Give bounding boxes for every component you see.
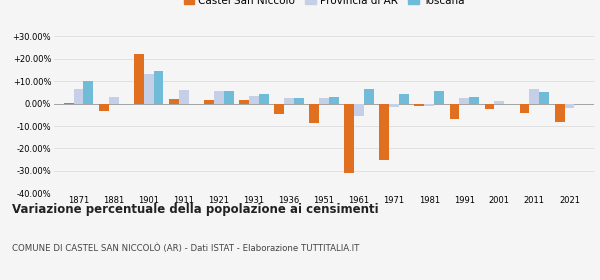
Bar	[415, 104, 424, 106]
Bar	[134, 54, 144, 104]
Bar	[449, 104, 460, 119]
Bar	[109, 97, 119, 104]
Bar	[239, 100, 249, 104]
Bar	[294, 98, 304, 104]
Bar	[249, 96, 259, 104]
Bar	[309, 104, 319, 123]
Bar	[319, 98, 329, 104]
Bar	[204, 100, 214, 104]
Bar	[274, 104, 284, 114]
Bar	[485, 104, 494, 109]
Bar	[259, 94, 269, 104]
Bar	[379, 104, 389, 160]
Bar	[99, 104, 109, 111]
Bar	[389, 104, 399, 107]
Bar	[434, 91, 444, 104]
Bar	[284, 98, 294, 104]
Bar	[520, 104, 529, 113]
Bar	[329, 97, 339, 104]
Bar	[460, 98, 469, 104]
Bar	[74, 89, 83, 104]
Bar	[354, 104, 364, 116]
Text: Variazione percentuale della popolazione ai censimenti: Variazione percentuale della popolazione…	[12, 203, 379, 216]
Bar	[179, 90, 188, 104]
Bar	[154, 71, 163, 104]
Bar	[83, 81, 93, 104]
Legend: Castel San Niccolò, Provincia di AR, Toscana: Castel San Niccolò, Provincia di AR, Tos…	[179, 0, 469, 10]
Bar	[169, 99, 179, 104]
Bar	[424, 104, 434, 106]
Bar	[214, 91, 224, 104]
Bar	[565, 104, 574, 108]
Bar	[469, 97, 479, 104]
Bar	[144, 74, 154, 104]
Bar	[529, 89, 539, 104]
Bar	[364, 89, 374, 104]
Bar	[224, 91, 233, 104]
Text: COMUNE DI CASTEL SAN NICCOLÒ (AR) - Dati ISTAT - Elaborazione TUTTITALIA.IT: COMUNE DI CASTEL SAN NICCOLÒ (AR) - Dati…	[12, 244, 359, 253]
Bar	[344, 104, 354, 173]
Bar	[494, 101, 504, 104]
Bar	[539, 92, 549, 104]
Bar	[555, 104, 565, 122]
Bar	[64, 103, 74, 104]
Bar	[399, 94, 409, 104]
